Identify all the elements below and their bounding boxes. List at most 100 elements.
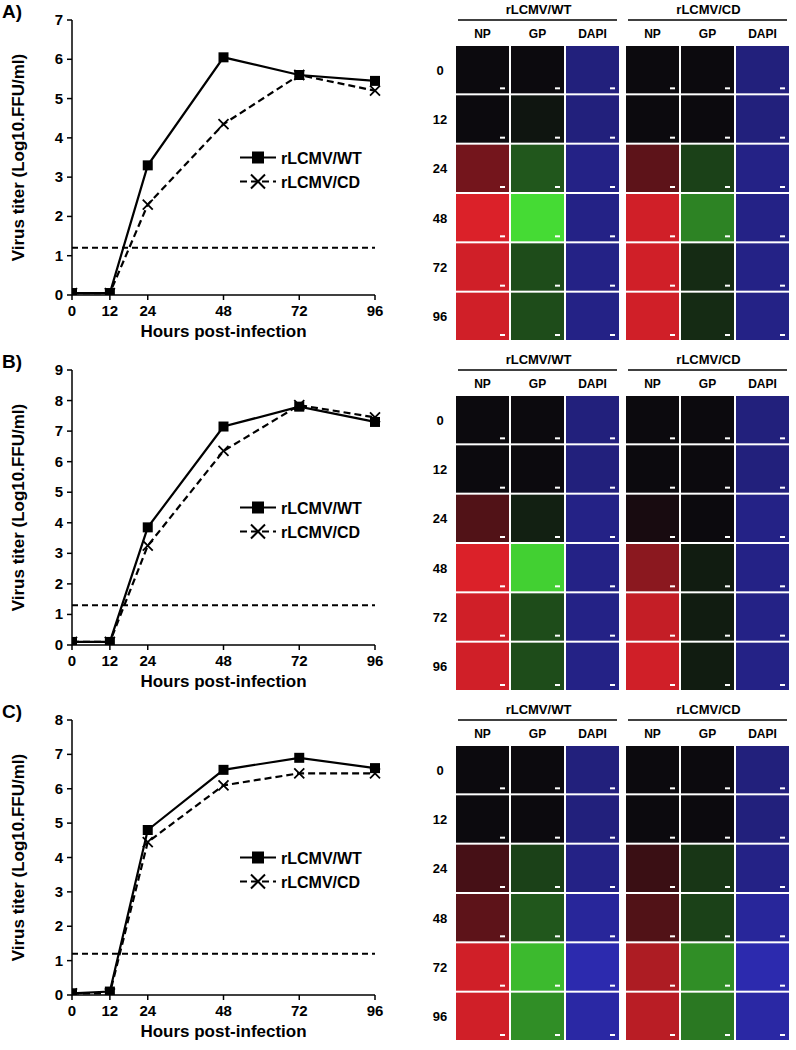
legend: rLCMV/WTrLCMV/CD (240, 850, 362, 891)
micrograph (566, 593, 619, 640)
micrograph (626, 544, 679, 591)
y-tick-label: 4 (55, 129, 64, 146)
scale-bar (780, 1034, 785, 1036)
micrograph (456, 746, 509, 793)
marker (370, 768, 380, 778)
scale-bar (780, 684, 785, 686)
scale-bar (670, 787, 675, 789)
y-tick-label: 1 (55, 605, 63, 622)
micrograph (566, 943, 619, 990)
micrograph (681, 544, 734, 591)
y-tick-label: 1 (55, 952, 63, 969)
scale-bar (555, 787, 560, 789)
micrograph (511, 243, 564, 290)
micrograph (626, 243, 679, 290)
micrograph (566, 95, 619, 142)
scale-bar (725, 886, 730, 888)
marker (143, 837, 153, 847)
marker (143, 160, 153, 170)
channel-header: DAPI (748, 27, 777, 41)
scale-bar (780, 186, 785, 188)
y-tick-label: 9 (55, 361, 63, 378)
scale-bar (780, 886, 785, 888)
scale-bar (500, 787, 505, 789)
x-tick (374, 295, 376, 300)
x-tick-label: 12 (102, 652, 119, 669)
micrograph (566, 993, 619, 1040)
micrograph (736, 544, 789, 591)
marker (219, 780, 229, 790)
micrograph (626, 795, 679, 842)
x-tick (147, 295, 149, 300)
micrograph (456, 894, 509, 941)
x-tick (223, 995, 225, 1000)
marker (294, 70, 304, 80)
scale-bar (610, 87, 615, 89)
x-tick (71, 295, 73, 300)
micrograph (626, 46, 679, 93)
x-tick (109, 645, 111, 650)
scale-bar (555, 437, 560, 439)
x-tick (109, 295, 111, 300)
micrograph (736, 95, 789, 142)
micrograph (566, 845, 619, 892)
row-label: 48 (433, 211, 447, 226)
scale-bar (725, 285, 730, 287)
scale-bar (780, 137, 785, 139)
marker (219, 119, 229, 129)
scale-bar (500, 137, 505, 139)
scale-bar (670, 186, 675, 188)
scale-bar (670, 285, 675, 287)
y-tick (67, 960, 72, 962)
x-tick (223, 645, 225, 650)
x-tick-label: 96 (367, 1002, 384, 1019)
y-tick-label: 2 (55, 917, 63, 934)
marker (370, 763, 380, 773)
scale-bar (725, 437, 730, 439)
micrograph (626, 593, 679, 640)
group-header: rLCMV/WT (506, 2, 572, 17)
channel-header: NP (474, 727, 491, 741)
micrograph (736, 194, 789, 241)
scale-bar (555, 935, 560, 937)
micrograph (566, 746, 619, 793)
micrograph (681, 396, 734, 443)
y-tick (67, 788, 72, 790)
micrograph (566, 894, 619, 941)
micrograph (681, 194, 734, 241)
image-grid: rLCMV/WTNPGPDAPIrLCMV/CDNPGPDAPI01224487… (433, 702, 789, 1040)
y-tick (67, 926, 72, 928)
y-tick-label: 1 (55, 247, 63, 264)
marker (72, 288, 77, 295)
micrograph (681, 95, 734, 142)
scale-bar (670, 437, 675, 439)
micrograph (626, 145, 679, 192)
panel-label: A) (2, 1, 22, 22)
channel-header: GP (529, 727, 546, 741)
micrograph (511, 194, 564, 241)
x-tick (374, 645, 376, 650)
micrograph (626, 845, 679, 892)
micrograph (681, 593, 734, 640)
group-header: rLCMV/WT (506, 352, 572, 367)
marker (219, 52, 229, 62)
y-tick (67, 754, 72, 756)
marker (105, 637, 115, 645)
micrograph (626, 445, 679, 492)
micrograph (681, 845, 734, 892)
scale-bar (670, 235, 675, 237)
y-tick (67, 98, 72, 100)
y-axis-label: Virus titer (Log10.FFU/ml) (9, 754, 28, 962)
marker (105, 988, 115, 995)
y-tick (67, 491, 72, 493)
scale-bar (500, 285, 505, 287)
scale-bar (780, 635, 785, 637)
y-tick-label: 2 (55, 575, 63, 592)
scale-bar (780, 536, 785, 538)
x-tick (299, 295, 301, 300)
y-tick (67, 176, 72, 178)
channel-header: DAPI (578, 27, 607, 41)
micrograph (511, 544, 564, 591)
scale-bar (725, 1034, 730, 1036)
group-rule (628, 19, 787, 21)
